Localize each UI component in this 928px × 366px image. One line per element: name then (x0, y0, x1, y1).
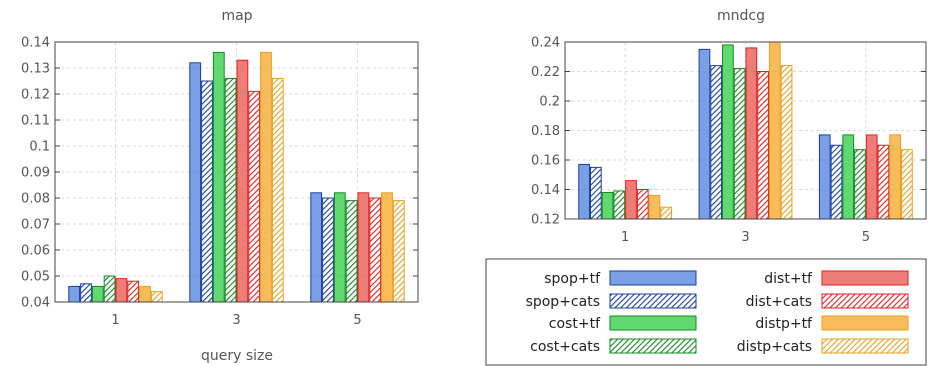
map-ytick-label: 0.1 (29, 140, 50, 155)
mndcg-bar-cost-cats-q1 (613, 190, 626, 220)
legend-label-distp-cats: distp+cats (737, 339, 812, 355)
mndcg-bar-distp-cats-q1 (660, 206, 673, 220)
legend-swatch-cost-cats (609, 338, 697, 354)
mndcg-ytick-label: 0.2 (539, 95, 560, 110)
legend-label-dist-tf: dist+tf (764, 271, 813, 287)
mndcg-bar-spop-tf-q5 (818, 134, 831, 220)
map-bar-cost-cats-q5 (345, 200, 358, 303)
map-ytick-label: 0.11 (21, 114, 50, 129)
map-bar-distp-tf-q5 (381, 192, 393, 303)
map-bar-spop-tf-q1 (68, 285, 81, 303)
mndcg-xtick-label: 3 (741, 230, 749, 245)
map-xtick-label: 1 (111, 313, 119, 328)
map-bar-dist-cats-q3 (248, 90, 261, 303)
legend-label-cost-cats: cost+cats (530, 339, 600, 355)
map-bar-dist-tf-q5 (357, 192, 370, 303)
map-ytick-label: 0.09 (21, 166, 50, 181)
map-ytick-label: 0.13 (21, 62, 50, 77)
map-chart-title: map (221, 8, 252, 24)
map-bar-cost-tf-q5 (333, 192, 346, 303)
map-bar-distp-tf-q1 (139, 285, 151, 303)
map-ytick-label: 0.08 (21, 192, 50, 207)
legend-label-spop-cats: spop+cats (526, 294, 600, 310)
mndcg-ytick-label: 0.22 (531, 65, 560, 80)
mndcg-ytick-label: 0.24 (531, 36, 560, 51)
map-bar-spop-cats-q3 (201, 80, 213, 303)
mndcg-chart-title: mndcg (717, 8, 765, 24)
mndcg-bar-spop-cats-q3 (710, 65, 723, 220)
legend-swatch-spop-tf (609, 270, 697, 286)
mndcg-bar-spop-cats-q1 (589, 166, 602, 220)
map-ytick-label: 0.14 (21, 36, 50, 51)
mndcg-bar-cost-tf-q1 (601, 191, 614, 220)
mndcg-bar-spop-tf-q3 (698, 48, 711, 220)
map-chart-xlabel: query size (201, 348, 273, 364)
mndcg-bar-dist-cats-q5 (877, 144, 890, 220)
legend-swatch-dist-cats (821, 293, 909, 309)
mndcg-ytick-label: 0.14 (531, 183, 560, 198)
map-plot-frame (54, 41, 419, 303)
legend-label-cost-tf: cost+tf (549, 316, 601, 332)
map-bar-distp-cats-q5 (392, 200, 405, 303)
map-ytick-label: 0.07 (21, 218, 50, 233)
mndcg-bar-dist-cats-q1 (636, 189, 649, 220)
mndcg-bar-cost-cats-q3 (733, 68, 746, 220)
mndcg-bar-spop-tf-q1 (578, 163, 590, 220)
mndcg-bar-distp-tf-q1 (648, 194, 661, 220)
map-bar-dist-cats-q5 (369, 197, 382, 303)
map-bar-distp-tf-q3 (260, 51, 272, 303)
map-ytick-label: 0.06 (21, 244, 50, 259)
map-bar-cost-cats-q3 (224, 77, 237, 303)
map-bar-spop-tf-q5 (310, 192, 323, 303)
legend-label-spop-tf: spop+tf (544, 271, 601, 287)
map-bar-dist-tf-q3 (236, 59, 249, 303)
mndcg-bar-cost-cats-q5 (854, 149, 866, 220)
map-bar-distp-cats-q1 (150, 291, 163, 303)
map-bar-dist-cats-q1 (127, 280, 140, 303)
mndcg-xtick-label: 5 (862, 230, 870, 245)
map-bar-cost-tf-q3 (212, 51, 225, 303)
map-bar-spop-tf-q3 (189, 62, 202, 303)
legend-swatch-cost-tf (609, 315, 697, 331)
map-xtick-label: 3 (232, 313, 240, 328)
mndcg-ytick-label: 0.16 (531, 154, 560, 169)
mndcg-bar-dist-tf-q1 (625, 180, 637, 220)
mndcg-bar-dist-cats-q3 (757, 71, 769, 220)
legend-swatch-dist-tf (821, 270, 909, 286)
legend: spop+tf spop+cats cost+tf cost+cats dist+tf d… (485, 258, 927, 366)
map-bar-cost-tf-q1 (91, 285, 104, 303)
legend-swatch-distp-cats (821, 338, 909, 354)
map-xtick-label: 5 (353, 313, 361, 328)
legend-swatch-distp-tf (821, 315, 909, 331)
map-bar-spop-cats-q5 (322, 197, 334, 303)
map-chart: map query size 0.04 0.05 0.06 0.07 0.08 0.09 0… (21, 8, 419, 364)
map-bar-distp-cats-q3 (271, 77, 284, 303)
mndcg-bar-distp-cats-q5 (901, 149, 913, 220)
legend-label-distp-tf: distp+tf (755, 316, 813, 332)
map-ytick-label: 0.05 (21, 270, 50, 285)
mndcg-chart: mndcg 0.12 0.14 0.16 0.18 0.2 0.22 0.24 1 3 5 (531, 8, 927, 245)
legend-label-dist-cats: dist+cats (746, 294, 812, 310)
mndcg-xtick-label: 1 (621, 230, 629, 245)
map-bar-spop-cats-q1 (80, 283, 92, 303)
mndcg-bar-distp-cats-q3 (780, 65, 793, 220)
mndcg-bar-spop-cats-q5 (830, 144, 843, 220)
mndcg-ytick-label: 0.18 (531, 124, 560, 139)
map-ytick-label: 0.04 (21, 296, 50, 311)
map-bar-dist-tf-q1 (115, 278, 128, 303)
mndcg-bar-cost-tf-q3 (722, 44, 734, 220)
mndcg-ytick-label: 0.12 (531, 213, 560, 228)
map-ytick-label: 0.12 (21, 88, 50, 103)
mndcg-bar-dist-tf-q5 (865, 134, 878, 220)
map-bar-cost-cats-q1 (103, 275, 116, 303)
mndcg-bar-distp-tf-q5 (889, 134, 902, 220)
mndcg-bar-dist-tf-q3 (745, 47, 758, 220)
mndcg-plot-frame (564, 41, 927, 220)
mndcg-bar-cost-tf-q5 (842, 134, 855, 220)
legend-swatch-spop-cats (609, 293, 697, 309)
mndcg-bar-distp-tf-q3 (768, 41, 781, 220)
